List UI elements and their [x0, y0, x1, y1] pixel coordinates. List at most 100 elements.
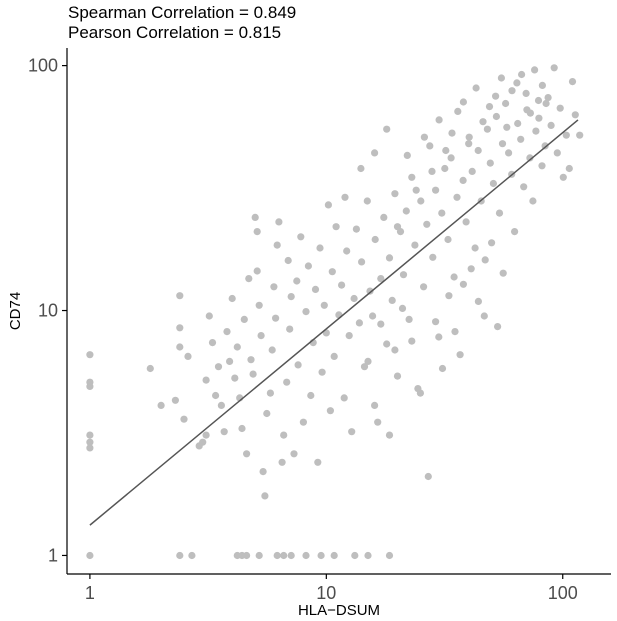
data-point — [351, 551, 359, 560]
data-point — [371, 149, 379, 157]
data-point — [293, 277, 301, 285]
data-point — [483, 125, 491, 133]
data-point — [445, 292, 453, 300]
data-point — [348, 428, 356, 436]
data-point — [388, 296, 396, 304]
data-point — [520, 183, 528, 191]
data-point — [176, 551, 184, 560]
data-point — [451, 328, 459, 336]
data-point — [259, 468, 267, 476]
data-point — [226, 357, 234, 365]
data-point — [420, 283, 428, 291]
data-point — [377, 275, 385, 283]
data-point — [456, 351, 464, 359]
data-point — [280, 551, 288, 560]
data-point — [556, 104, 564, 112]
data-point — [86, 431, 94, 439]
data-point — [240, 315, 248, 323]
data-point — [450, 273, 458, 281]
data-point — [428, 167, 436, 175]
data-point — [268, 346, 276, 354]
data-point — [297, 233, 305, 241]
data-point — [503, 123, 511, 131]
data-point — [257, 332, 265, 340]
data-point — [220, 428, 228, 436]
data-point — [499, 269, 507, 277]
data-point — [398, 304, 407, 312]
data-point — [251, 213, 259, 221]
data-point — [513, 79, 521, 87]
data-point — [438, 209, 446, 217]
data-point — [420, 133, 428, 141]
data-point — [568, 78, 577, 86]
data-point — [350, 294, 358, 303]
data-point — [526, 109, 535, 117]
data-point — [522, 89, 530, 97]
data-point — [352, 225, 360, 233]
data-point — [233, 343, 241, 351]
data-point — [480, 312, 488, 320]
data-point — [468, 167, 476, 175]
data-point — [474, 297, 482, 305]
data-point — [275, 218, 283, 226]
data-point — [294, 361, 302, 369]
data-point — [453, 193, 461, 201]
chart-title-spearman: Spearman Correlation = 0.849 — [68, 3, 297, 22]
data-point — [86, 438, 94, 446]
data-point — [479, 118, 487, 126]
data-point — [411, 241, 419, 249]
data-point — [510, 228, 519, 236]
data-point — [448, 129, 456, 137]
data-point — [462, 218, 470, 226]
data-point — [290, 450, 298, 458]
data-point — [358, 258, 366, 266]
data-point — [467, 265, 475, 273]
data-point — [180, 415, 188, 423]
data-point — [243, 450, 251, 458]
data-point — [202, 376, 210, 384]
data-point — [316, 244, 324, 252]
data-point — [273, 551, 281, 560]
data-point — [391, 190, 399, 198]
data-point — [374, 418, 382, 426]
data-point — [304, 262, 312, 270]
data-point — [518, 70, 526, 79]
x-ticks: 1 10 100 — [85, 574, 578, 603]
data-point — [270, 283, 278, 291]
data-point — [184, 352, 192, 360]
data-point — [423, 220, 431, 228]
data-point — [280, 431, 288, 439]
data-point — [231, 374, 239, 382]
data-point — [299, 418, 307, 426]
data-point — [429, 253, 437, 261]
data-point — [435, 333, 443, 341]
data-point — [208, 339, 217, 347]
fit-line — [89, 119, 579, 526]
data-point — [399, 271, 408, 279]
data-point — [245, 275, 253, 283]
y-tick-label: 10 — [38, 301, 58, 321]
data-point — [498, 140, 507, 148]
data-point — [541, 142, 549, 150]
data-point — [532, 127, 540, 135]
data-point — [459, 280, 467, 288]
data-point — [494, 323, 502, 331]
data-point — [531, 66, 539, 74]
data-point — [565, 164, 573, 173]
y-axis-label: CD74 — [7, 292, 24, 330]
data-point — [171, 396, 179, 404]
data-point — [538, 81, 547, 89]
data-point — [442, 146, 450, 155]
data-point — [416, 389, 424, 397]
data-point — [266, 389, 274, 397]
data-point — [486, 159, 494, 167]
data-point — [424, 472, 432, 481]
data-point — [459, 176, 467, 184]
data-point — [86, 351, 94, 359]
data-point — [403, 151, 411, 159]
data-point — [497, 74, 505, 82]
data-point — [86, 382, 94, 390]
data-point — [157, 401, 165, 409]
data-point — [371, 401, 379, 409]
data-point — [255, 551, 263, 560]
